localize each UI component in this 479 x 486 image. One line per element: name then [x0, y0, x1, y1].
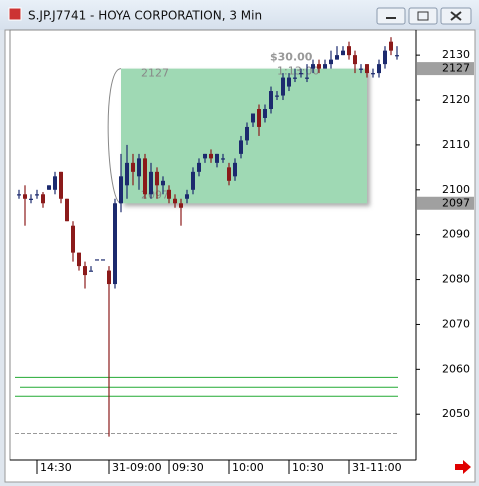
price-marker-label: 2127 — [442, 62, 470, 75]
price-marker — [417, 196, 474, 210]
candle-body — [47, 185, 51, 190]
y-tick-label: 2090 — [442, 228, 470, 241]
minimize-button[interactable] — [376, 7, 406, 25]
y-tick-label: 2130 — [442, 48, 470, 61]
candle-body — [335, 55, 339, 60]
box-bracket — [107, 68, 122, 204]
y-tick-label: 2110 — [442, 138, 470, 151]
candle-body — [275, 95, 279, 97]
candle-body — [197, 162, 201, 172]
close-icon — [450, 11, 462, 21]
candle-body — [341, 50, 345, 56]
x-tick-label: 09:30 — [172, 461, 204, 474]
y-tick-label: 2080 — [442, 273, 470, 286]
candle-body — [179, 203, 183, 208]
candle-body — [119, 176, 123, 204]
window-buttons[interactable] — [376, 7, 472, 25]
candle-body — [371, 73, 375, 75]
window-title: S.JP.J7741 - HOYA CORPORATION, 3 Min — [28, 9, 262, 23]
candle-body — [173, 198, 177, 204]
candle-body — [311, 64, 315, 69]
candle-body — [287, 77, 291, 87]
y-tick-label: 2060 — [442, 362, 470, 375]
candle-body — [137, 158, 141, 177]
box-duration-label: 1:13:00 — [277, 65, 319, 78]
candle-body — [203, 153, 207, 159]
maximize-icon — [417, 11, 429, 21]
candle-body — [35, 194, 39, 196]
candle-body — [71, 225, 75, 253]
candle-body — [77, 252, 81, 267]
x-tick-label: 31-09:00 — [112, 461, 162, 474]
candle-body — [299, 73, 303, 75]
candle-body — [209, 153, 213, 159]
candle-body — [101, 259, 105, 261]
x-tick-label: 14:30 — [40, 461, 72, 474]
candle-body — [143, 158, 147, 195]
candle-body — [215, 153, 219, 163]
candle-body — [191, 171, 195, 190]
candle-body — [269, 91, 273, 109]
candle-body — [125, 162, 129, 186]
candle-body — [155, 171, 159, 186]
candle-body — [353, 55, 357, 65]
candle-body — [65, 198, 69, 222]
candle-body — [323, 64, 327, 69]
candle-body — [89, 270, 93, 272]
candle-body — [329, 59, 333, 65]
candle-body — [221, 158, 225, 160]
candle-body — [53, 176, 57, 190]
range-box — [121, 68, 367, 204]
candle-body — [383, 50, 387, 65]
price-marker-label: 2097 — [442, 196, 470, 209]
candle-body — [251, 113, 255, 123]
box-bottom-label: 2097 — [141, 188, 169, 201]
candle-body — [23, 194, 27, 199]
candle-body — [131, 162, 135, 172]
box-change-label: $30.00 — [270, 51, 313, 64]
candle-body — [83, 266, 87, 276]
candle-body — [227, 167, 231, 181]
candle-body — [377, 64, 381, 74]
y-tick-label: 2120 — [442, 93, 470, 106]
candle-body — [317, 64, 321, 69]
candle-body — [149, 171, 153, 195]
candle-body — [113, 203, 117, 285]
x-tick-label: 31-11:00 — [352, 461, 402, 474]
candle-body — [161, 180, 165, 186]
candle-body — [245, 126, 249, 141]
candle-body — [29, 198, 33, 200]
candle-body — [395, 55, 399, 57]
candle-body — [347, 46, 351, 56]
y-tick-label: 2070 — [442, 317, 470, 330]
candle-body — [41, 194, 45, 204]
price-marker — [417, 62, 474, 76]
candle-body — [365, 64, 369, 74]
y-tick-label: 2100 — [442, 183, 470, 196]
candle-body — [167, 189, 171, 199]
candle-body — [185, 194, 189, 199]
candle-body — [17, 194, 21, 196]
candle-body — [389, 41, 393, 51]
candle-body — [107, 270, 111, 285]
candle-body — [293, 77, 297, 79]
candle-body — [239, 140, 243, 154]
candle-body — [257, 108, 261, 127]
x-tick-label: 10:00 — [232, 461, 264, 474]
candle-body — [263, 108, 267, 118]
x-tick-label: 10:30 — [292, 461, 324, 474]
candle-body — [305, 77, 309, 79]
candle-body — [95, 259, 99, 261]
maximize-button[interactable] — [408, 7, 438, 25]
box-top-label: 2127 — [141, 67, 169, 80]
candle-body — [281, 77, 285, 96]
scroll-arrow[interactable] — [455, 460, 471, 474]
candle-body — [59, 171, 63, 199]
app-icon — [8, 7, 22, 21]
candle-body — [233, 162, 237, 177]
y-tick-label: 2050 — [442, 407, 470, 420]
candle-body — [359, 68, 363, 70]
